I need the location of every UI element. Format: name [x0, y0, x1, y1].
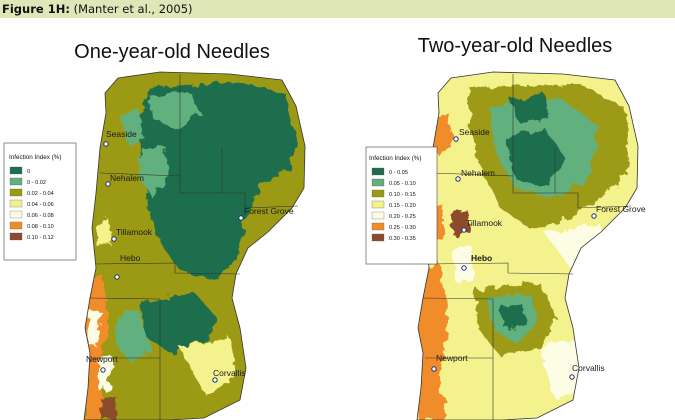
legend-row: 0.10 - 0.12 — [9, 232, 54, 241]
svg-text:Hebo: Hebo — [120, 253, 141, 263]
svg-text:Nehalem: Nehalem — [461, 168, 495, 178]
svg-text:Newport: Newport — [86, 354, 118, 364]
svg-text:0.20 - 0.25: 0.20 - 0.25 — [389, 214, 416, 220]
town-seaside: Seaside — [103, 129, 137, 147]
town-hebo: Hebo — [114, 253, 141, 280]
svg-text:0.30 - 0.35: 0.30 - 0.35 — [389, 236, 416, 242]
svg-text:Forest Grove: Forest Grove — [596, 204, 646, 214]
town-nehalem: Nehalem — [105, 173, 144, 187]
legend-row: 0 - 0.02 — [9, 177, 46, 186]
svg-text:Newport: Newport — [436, 353, 468, 363]
map-title: One-year-old Needles — [74, 41, 270, 63]
svg-text:0.04 - 0.06: 0.04 - 0.06 — [27, 202, 54, 208]
map-two-year: Two-year-old Needles — [365, 35, 646, 420]
town-tillamook: Tillamook — [461, 218, 503, 233]
svg-text:Tillamook: Tillamook — [116, 227, 153, 237]
town-corvallis: Corvallis — [212, 368, 246, 383]
svg-text:0.08 - 0.10: 0.08 - 0.10 — [27, 224, 54, 230]
svg-text:Corvallis: Corvallis — [572, 363, 605, 373]
svg-text:0 - 0.02: 0 - 0.02 — [27, 180, 46, 186]
svg-text:0.10 - 0.12: 0.10 - 0.12 — [27, 235, 54, 241]
legend-row: 0.25 - 0.30 — [371, 222, 416, 231]
figure-panel: One-year-old Needles — [0, 18, 675, 420]
county-boundaries — [422, 74, 632, 420]
svg-text:0 - 0.05: 0 - 0.05 — [389, 170, 408, 176]
town-newport: Newport — [86, 354, 118, 373]
legend: Infection Index (%) 0 - 0.05 0.05 - 0.10… — [365, 146, 438, 265]
infection-raster — [417, 72, 638, 420]
legend-row: 0.10 - 0.15 — [371, 189, 416, 198]
legend-row: 0.05 - 0.10 — [371, 178, 416, 187]
svg-text:Nehalem: Nehalem — [110, 173, 144, 183]
svg-text:0.15 - 0.20: 0.15 - 0.20 — [389, 203, 416, 209]
svg-text:0.10 - 0.15: 0.10 - 0.15 — [389, 192, 416, 198]
figure-caption: Figure 1H: (Manter et al., 2005) — [0, 0, 675, 18]
svg-text:Hebo: Hebo — [471, 253, 492, 263]
legend-row: 0.06 - 0.08 — [9, 210, 54, 219]
svg-text:0.25 - 0.30: 0.25 - 0.30 — [389, 225, 416, 231]
legend-row: 0.04 - 0.06 — [9, 199, 54, 208]
legend-title: Infection Index (%) — [369, 155, 422, 162]
town-tillamook: Tillamook — [111, 227, 153, 242]
town-hebo: Hebo — [461, 253, 492, 271]
town-corvallis: Corvallis — [569, 363, 605, 380]
svg-text:Corvallis: Corvallis — [213, 368, 246, 378]
town-forest-grove: Forest Grove — [591, 204, 646, 219]
legend-row: 0.30 - 0.35 — [371, 233, 416, 242]
legend-row: 0 - 0.05 — [371, 167, 408, 176]
town-forest-grove: Forest Grove — [238, 206, 294, 221]
maps-figure: One-year-old Needles — [3, 35, 646, 420]
legend-row: 0.02 - 0.04 — [9, 188, 54, 197]
svg-text:0.06 - 0.08: 0.06 - 0.08 — [27, 213, 54, 219]
svg-text:Seaside: Seaside — [459, 127, 490, 137]
figure-citation: (Manter et al., 2005) — [69, 2, 193, 16]
svg-text:0.05 - 0.10: 0.05 - 0.10 — [389, 181, 416, 187]
legend: Infection Index (%) 0 0 - 0.02 0.02 - 0.… — [3, 142, 77, 261]
svg-text:0.02 - 0.04: 0.02 - 0.04 — [27, 191, 54, 197]
svg-text:0: 0 — [27, 169, 30, 175]
town-newport: Newport — [431, 353, 468, 372]
legend-title: Infection Index (%) — [9, 154, 62, 161]
legend-row: 0.20 - 0.25 — [371, 211, 416, 220]
svg-text:Forest Grove: Forest Grove — [244, 206, 294, 216]
legend-row: 0.08 - 0.10 — [9, 221, 54, 230]
figure-label: Figure 1H: — [2, 2, 70, 16]
map-title: Two-year-old Needles — [418, 35, 613, 57]
legend-row: 0.15 - 0.20 — [371, 200, 416, 209]
infection-raster — [84, 72, 305, 420]
town-nehalem: Nehalem — [455, 168, 495, 182]
town-seaside: Seaside — [453, 127, 490, 142]
map-one-year: One-year-old Needles — [3, 41, 306, 420]
svg-text:Tillamook: Tillamook — [466, 218, 503, 228]
county-boundaries — [89, 74, 299, 420]
svg-text:Seaside: Seaside — [106, 129, 137, 139]
legend-row: 0 — [9, 166, 30, 175]
